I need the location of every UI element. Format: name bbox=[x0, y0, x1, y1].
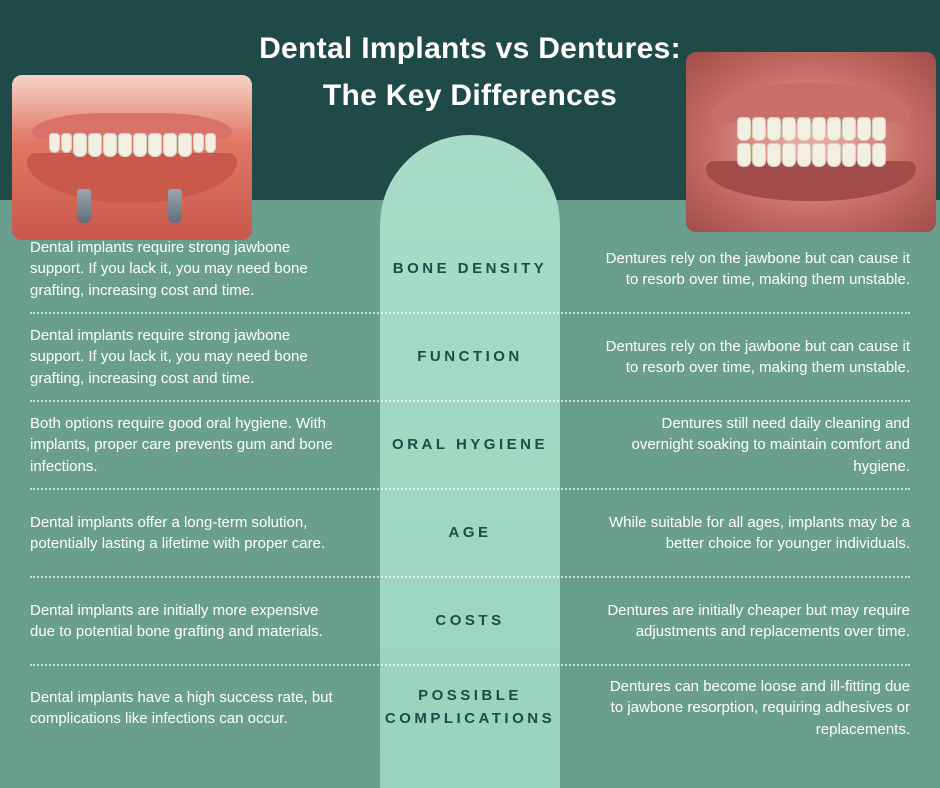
right-description: Dentures rely on the jawbone but can cau… bbox=[570, 248, 910, 291]
right-description: Dentures still need daily cleaning and o… bbox=[570, 413, 910, 477]
category-label: COSTS bbox=[370, 610, 570, 633]
left-description: Dental implants require strong jawbone s… bbox=[30, 237, 370, 301]
infographic-container: Dental Implants vs Dentures: The Key Dif… bbox=[0, 0, 940, 788]
comparison-row: Dental implants are initially more expen… bbox=[30, 578, 910, 666]
comparison-rows: Dental implants require strong jawbone s… bbox=[0, 226, 940, 764]
right-description: While suitable for all ages, implants ma… bbox=[570, 512, 910, 555]
category-label: FUNCTION bbox=[370, 346, 570, 369]
right-description: Dentures are initially cheaper but may r… bbox=[570, 600, 910, 643]
comparison-row: Both options require good oral hygiene. … bbox=[30, 402, 910, 490]
left-description: Dental implants have a high success rate… bbox=[30, 687, 370, 730]
right-description: Dentures rely on the jawbone but can cau… bbox=[570, 336, 910, 379]
comparison-row: Dental implants require strong jawbone s… bbox=[30, 226, 910, 314]
dentures-illustration bbox=[686, 52, 936, 232]
category-label: ORAL HYGIENE bbox=[370, 434, 570, 457]
left-description: Dental implants offer a long-term soluti… bbox=[30, 512, 370, 555]
category-label: POSSIBLE COMPLICATIONS bbox=[370, 685, 570, 730]
left-description: Dental implants require strong jawbone s… bbox=[30, 325, 370, 389]
right-description: Dentures can become loose and ill-fittin… bbox=[570, 676, 910, 740]
left-description: Dental implants are initially more expen… bbox=[30, 600, 370, 643]
category-label: AGE bbox=[370, 522, 570, 545]
comparison-row: Dental implants have a high success rate… bbox=[30, 666, 910, 764]
comparison-row: Dental implants offer a long-term soluti… bbox=[30, 490, 910, 578]
left-description: Both options require good oral hygiene. … bbox=[30, 413, 370, 477]
category-label: BONE DENSITY bbox=[370, 258, 570, 281]
implant-illustration bbox=[12, 75, 252, 240]
comparison-row: Dental implants require strong jawbone s… bbox=[30, 314, 910, 402]
